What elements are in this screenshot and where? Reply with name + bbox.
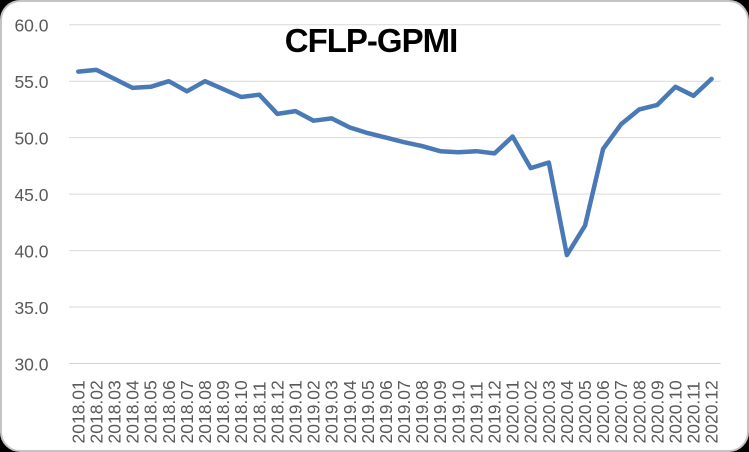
svg-text:50.0: 50.0 bbox=[14, 129, 48, 149]
svg-text:2018.11: 2018.11 bbox=[249, 382, 269, 444]
svg-text:2020.10: 2020.10 bbox=[665, 380, 685, 444]
svg-text:30.0: 30.0 bbox=[14, 355, 48, 375]
svg-text:2019.04: 2019.04 bbox=[340, 380, 360, 444]
svg-text:2019.12: 2019.12 bbox=[485, 380, 505, 443]
svg-text:2019.06: 2019.06 bbox=[376, 380, 396, 443]
svg-text:2018.04: 2018.04 bbox=[123, 380, 143, 444]
svg-text:2020.04: 2020.04 bbox=[557, 380, 577, 444]
svg-text:2020.01: 2020.01 bbox=[503, 380, 523, 443]
svg-text:2018.09: 2018.09 bbox=[213, 380, 233, 443]
svg-text:2020.02: 2020.02 bbox=[521, 380, 541, 443]
svg-text:2018.02: 2018.02 bbox=[86, 380, 106, 443]
svg-text:2020.07: 2020.07 bbox=[611, 380, 631, 443]
svg-text:60.0: 60.0 bbox=[14, 16, 48, 36]
svg-text:2018.05: 2018.05 bbox=[141, 380, 161, 443]
svg-text:2018.07: 2018.07 bbox=[177, 380, 197, 443]
svg-text:40.0: 40.0 bbox=[14, 242, 48, 262]
svg-text:2020.11: 2020.11 bbox=[684, 382, 704, 444]
svg-text:2018.01: 2018.01 bbox=[68, 380, 88, 443]
svg-text:55.0: 55.0 bbox=[14, 72, 48, 92]
svg-text:2018.06: 2018.06 bbox=[159, 380, 179, 443]
svg-text:2018.12: 2018.12 bbox=[267, 380, 287, 443]
svg-text:2019.08: 2019.08 bbox=[412, 380, 432, 443]
svg-text:2020.03: 2020.03 bbox=[539, 380, 559, 443]
svg-text:2019.05: 2019.05 bbox=[358, 380, 378, 443]
svg-text:2018.10: 2018.10 bbox=[231, 380, 251, 444]
svg-text:2020.09: 2020.09 bbox=[647, 380, 667, 443]
svg-text:2018.03: 2018.03 bbox=[105, 380, 125, 443]
svg-text:2020.06: 2020.06 bbox=[593, 380, 613, 443]
svg-text:2018.08: 2018.08 bbox=[195, 380, 215, 443]
svg-text:2019.10: 2019.10 bbox=[448, 380, 468, 444]
svg-text:35.0: 35.0 bbox=[14, 298, 48, 318]
svg-text:45.0: 45.0 bbox=[14, 185, 48, 205]
svg-text:2019.11: 2019.11 bbox=[466, 382, 486, 444]
svg-text:2020.05: 2020.05 bbox=[575, 380, 595, 443]
svg-text:2020.12: 2020.12 bbox=[702, 380, 722, 443]
svg-text:CFLP-GPMI: CFLP-GPMI bbox=[285, 22, 457, 59]
svg-text:2019.07: 2019.07 bbox=[394, 380, 414, 443]
svg-text:2020.08: 2020.08 bbox=[629, 380, 649, 443]
svg-text:2019.09: 2019.09 bbox=[430, 380, 450, 443]
svg-text:2019.01: 2019.01 bbox=[286, 380, 306, 443]
svg-text:2019.02: 2019.02 bbox=[304, 380, 324, 443]
svg-text:2019.03: 2019.03 bbox=[322, 380, 342, 443]
